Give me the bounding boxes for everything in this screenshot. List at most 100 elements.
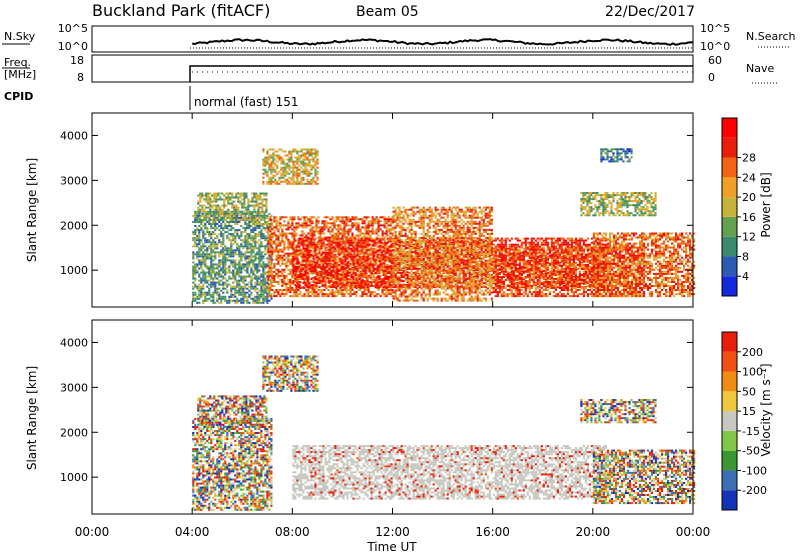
echo-cell: [294, 274, 297, 276]
echo-cell: [199, 200, 202, 203]
echo-cell: [283, 248, 286, 251]
echo-cell: [234, 295, 237, 298]
echo-cell: [228, 255, 231, 258]
echo-cell: [280, 160, 283, 163]
echo-cell: [302, 158, 305, 161]
echo-cell: [301, 216, 304, 219]
echo-cell: [361, 232, 364, 235]
echo-cell: [197, 208, 200, 211]
echo-cell: [258, 225, 261, 227]
echo-cell: [322, 259, 325, 262]
echo-cell: [337, 232, 340, 235]
echo-cell: [334, 261, 337, 264]
echo-cell: [309, 222, 312, 225]
echo-cell: [356, 259, 359, 262]
echo-cell: [462, 286, 465, 289]
echo-cell: [382, 249, 385, 252]
echo-cell: [291, 222, 294, 225]
echo-cell: [310, 243, 313, 246]
echo-cell: [212, 233, 215, 236]
echo-cell: [368, 265, 371, 268]
echo-cell: [365, 228, 368, 231]
echo-cell: [368, 249, 371, 252]
echo-cell: [289, 240, 292, 243]
echo-cell: [270, 180, 273, 183]
echo-cell: [346, 237, 349, 240]
echo-cell: [207, 216, 210, 219]
echo-cell: [277, 254, 280, 257]
echo-cell: [219, 208, 222, 211]
echo-cell: [267, 291, 270, 294]
echo-cell: [216, 237, 219, 240]
echo-cell: [302, 170, 305, 173]
echo-cell: [390, 265, 393, 268]
echo-cell: [198, 243, 201, 246]
echo-cell: [315, 287, 318, 289]
echo-cell: [468, 237, 471, 240]
echo-cell: [364, 247, 367, 250]
echo-cell: [216, 227, 219, 230]
echo-cell: [356, 243, 359, 246]
echo-cell: [258, 275, 261, 278]
echo-cell: [332, 274, 335, 276]
echo-cell: [276, 166, 279, 169]
echo-cell: [242, 295, 245, 298]
echo-cell: [251, 192, 254, 195]
echo-cell: [287, 260, 290, 263]
echo-cell: [371, 281, 374, 283]
echo-cell: [270, 160, 273, 163]
echo-cell: [352, 257, 355, 260]
echo-cell: [466, 267, 469, 270]
echo-cell: [268, 158, 271, 161]
echo-cell: [279, 270, 282, 273]
echo-cell: [267, 228, 270, 231]
echo-cell: [202, 299, 205, 302]
echo-cell: [347, 230, 350, 233]
echo-cell: [240, 245, 243, 248]
echo-cell: [230, 263, 233, 266]
echo-cell: [343, 220, 346, 223]
echo-cell: [231, 218, 234, 221]
echo-cell: [212, 241, 215, 244]
echo-cell: [434, 284, 437, 287]
echo-cell: [291, 232, 294, 235]
echo-cell: [216, 289, 219, 292]
echo-cell: [199, 216, 202, 219]
echo-cell: [370, 247, 373, 250]
echo-cell: [216, 245, 219, 248]
echo-cell: [470, 247, 473, 250]
echo-cell: [444, 270, 447, 272]
echo-cell: [300, 182, 303, 185]
echo-cell: [335, 281, 338, 283]
freq-frame: [91, 54, 694, 83]
echo-cell: [213, 204, 216, 207]
echo-cell: [229, 202, 232, 205]
echo-cell: [261, 192, 264, 195]
echo-cell: [236, 279, 239, 282]
echo-cell: [386, 249, 389, 252]
echo-cell: [367, 216, 370, 219]
echo-cell: [340, 243, 343, 246]
echo-cell: [370, 265, 373, 268]
echo-cell: [212, 291, 215, 294]
echo-cell: [218, 251, 221, 254]
echo-cell: [434, 257, 437, 260]
echo-cell: [262, 162, 265, 165]
echo-cell: [244, 245, 247, 248]
echo-cell: [339, 224, 342, 227]
echo-cell: [304, 274, 307, 276]
echo-cell: [372, 251, 375, 254]
echo-cell: [347, 228, 350, 231]
echo-cell: [275, 246, 278, 249]
echo-cell: [236, 245, 239, 248]
echo-cell: [256, 247, 259, 250]
echo-cell: [356, 274, 359, 276]
echo-cell: [389, 224, 392, 227]
echo-cell: [238, 273, 241, 276]
echo-cell: [305, 234, 308, 237]
echo-cell: [287, 278, 290, 281]
echo-cell: [224, 267, 227, 270]
echo-cell: [200, 293, 203, 296]
echo-cell: [260, 225, 263, 227]
echo-cell: [295, 224, 298, 227]
